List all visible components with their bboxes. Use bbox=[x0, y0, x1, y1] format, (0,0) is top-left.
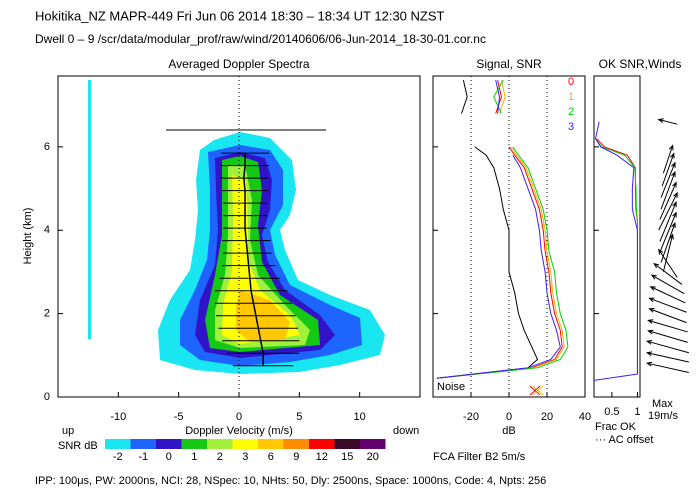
colorbar-box bbox=[207, 439, 233, 449]
header-title: Hokitika_NZ MAPR-449 Fri Jun 06 2014 18:… bbox=[35, 8, 445, 23]
colorbar-tick-label: -2 bbox=[113, 451, 123, 463]
y-tick-label: 0 bbox=[44, 391, 50, 403]
axis-note: up bbox=[62, 425, 74, 437]
wind-arrow bbox=[659, 201, 677, 242]
axis-note: down bbox=[393, 425, 419, 437]
wind-arrow bbox=[660, 170, 676, 210]
profile-line bbox=[436, 79, 569, 379]
wind-arrow bbox=[647, 319, 688, 333]
wind-arrow bbox=[661, 152, 675, 187]
wind-arrow bbox=[660, 221, 676, 263]
y-axis-label: Height (km) bbox=[22, 208, 34, 265]
x-tick-label: 0.5 bbox=[604, 406, 619, 418]
colorbar-tick-label: -1 bbox=[138, 451, 148, 463]
profile-line bbox=[593, 121, 638, 381]
max-speed-label: 19m/s bbox=[648, 410, 678, 422]
x-tick-label: -5 bbox=[174, 411, 184, 423]
colorbar-box bbox=[334, 439, 360, 449]
colorbar-box bbox=[360, 439, 386, 449]
wind-arrow bbox=[660, 161, 676, 198]
profile-line bbox=[436, 80, 561, 379]
x-tick-label: 0 bbox=[236, 411, 242, 423]
header-subtitle: Dwell 0 – 9 /scr/data/modular_prof/raw/w… bbox=[35, 32, 486, 46]
annotation: Noise bbox=[437, 381, 465, 393]
legend-label: 0 bbox=[568, 76, 574, 88]
panel-title: Averaged Doppler Spectra bbox=[168, 57, 310, 71]
wind-arrow bbox=[662, 144, 674, 174]
profile-line bbox=[436, 80, 539, 379]
x-axis-label: Doppler Velocity (m/s) bbox=[185, 425, 293, 437]
profile-line bbox=[436, 80, 563, 379]
colorbar-tick-label: 1 bbox=[191, 451, 197, 463]
wind-arrow bbox=[662, 233, 674, 272]
x-axis-label: Frac OK bbox=[595, 421, 637, 433]
wind-arrow bbox=[647, 329, 688, 343]
wind-arrow bbox=[648, 297, 687, 313]
x-tick-label: 10 bbox=[354, 411, 366, 423]
x-tick-label: 40 bbox=[579, 411, 591, 423]
x-axis-label: dB bbox=[502, 425, 515, 437]
colorbar-tick-label: 0 bbox=[166, 451, 172, 463]
y-tick-label: 6 bbox=[44, 141, 50, 153]
wind-arrow bbox=[658, 191, 678, 231]
y-tick-label: 2 bbox=[44, 308, 50, 320]
profile-line bbox=[436, 80, 565, 379]
colorbar-box bbox=[181, 439, 207, 449]
wind-arrow bbox=[659, 181, 677, 220]
wind-arrow bbox=[659, 211, 677, 253]
colorbar-box bbox=[156, 439, 182, 449]
profile-line bbox=[243, 153, 264, 366]
max-label: Max bbox=[652, 398, 673, 410]
colorbar-box bbox=[232, 439, 258, 449]
panel-title: OK SNR,Winds bbox=[599, 57, 682, 71]
colorbar-tick-label: 20 bbox=[367, 451, 379, 463]
contour bbox=[88, 80, 91, 339]
colorbar-tick-label: 2 bbox=[217, 451, 223, 463]
x-tick-label: 1 bbox=[634, 406, 640, 418]
colorbar-tick-label: 12 bbox=[316, 451, 328, 463]
colorbar-box bbox=[258, 439, 284, 449]
colorbar-tick-label: 3 bbox=[242, 451, 248, 463]
panel-title: Signal, SNR bbox=[476, 57, 542, 71]
noise-marker bbox=[529, 385, 544, 396]
axis-note: ··· AC offset bbox=[595, 434, 653, 446]
wind-arrow bbox=[649, 286, 686, 304]
colorbar-tick-label: 15 bbox=[341, 451, 353, 463]
wind-arrow bbox=[657, 118, 678, 125]
x-tick-label: -20 bbox=[463, 411, 479, 423]
colorbar-box bbox=[130, 439, 156, 449]
wind-arrow bbox=[658, 248, 678, 278]
wind-arrow bbox=[653, 262, 683, 285]
colorbar-box bbox=[283, 439, 309, 449]
x-tick-label: -10 bbox=[110, 411, 126, 423]
wind-arrow bbox=[645, 361, 689, 373]
wind-arrow bbox=[645, 340, 689, 354]
wind-arrow bbox=[645, 351, 689, 363]
legend-label: 1 bbox=[568, 91, 574, 103]
legend-label: 3 bbox=[568, 121, 574, 133]
wind-arrow bbox=[648, 308, 687, 324]
footer: IPP: 100μs, PW: 2000ns, NCI: 28, NSpec: … bbox=[35, 475, 546, 487]
colorbar-tick-label: 6 bbox=[268, 451, 274, 463]
y-tick-label: 4 bbox=[44, 224, 50, 236]
filter-note: FCA Filter B2 5m/s bbox=[433, 451, 526, 463]
legend-label: 2 bbox=[568, 106, 574, 118]
colorbar-box bbox=[105, 439, 131, 449]
x-tick-label: 20 bbox=[541, 411, 553, 423]
x-tick-label: 0 bbox=[506, 411, 512, 423]
colorbar-label: SNR dB bbox=[58, 440, 98, 452]
wind-arrow bbox=[650, 274, 685, 295]
colorbar-box bbox=[309, 439, 335, 449]
plot-frame bbox=[593, 75, 641, 398]
x-tick-label: 5 bbox=[296, 411, 302, 423]
colorbar-tick-label: 9 bbox=[293, 451, 299, 463]
